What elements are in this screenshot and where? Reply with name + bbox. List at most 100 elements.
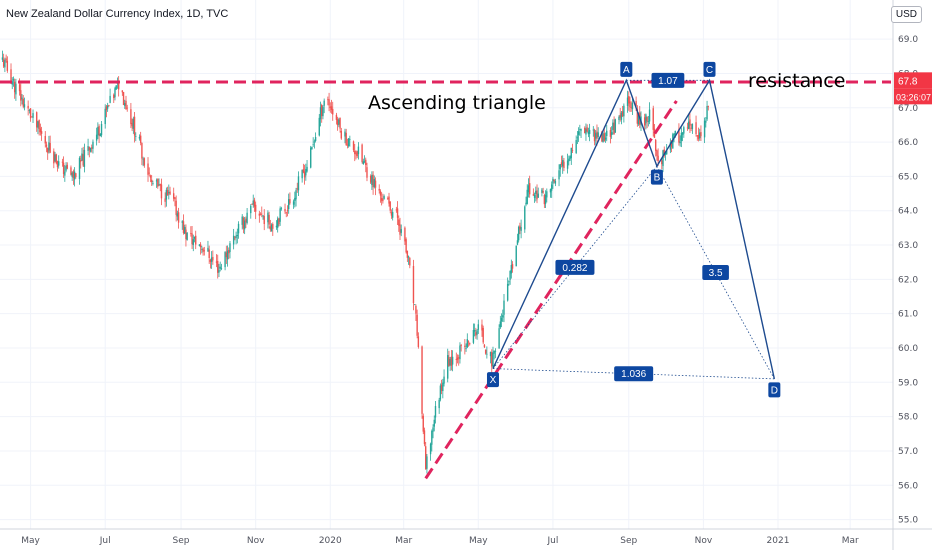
candle-body (520, 227, 522, 231)
point-badge-x (486, 372, 499, 388)
time-axis[interactable]: May Jul Sep Nov 2020 Mar May Jul Sep Nov 2021 Mar (0, 528, 932, 546)
candle-body (621, 111, 624, 117)
candle-body (236, 235, 239, 237)
ratio-label: 3.5 (709, 268, 723, 279)
candle-body (665, 150, 668, 155)
candle-body (296, 188, 298, 190)
candle-body (141, 142, 143, 159)
price-tags: 67.8 03:26:07 (894, 72, 932, 105)
candle-body (6, 60, 9, 71)
candle-body (45, 144, 48, 147)
candle-body (630, 106, 632, 108)
candle-body (610, 132, 613, 135)
candle-body (21, 97, 23, 99)
candle-body (259, 214, 262, 216)
candle-body (508, 281, 510, 283)
candle-body (571, 149, 574, 151)
candle-body (87, 146, 89, 151)
candle-body (614, 119, 617, 133)
candle-body (125, 100, 127, 109)
candle-body (697, 134, 700, 139)
candle-body (378, 188, 380, 191)
x-tick-label: Nov (695, 536, 713, 546)
candle-body (253, 199, 256, 207)
candle-body (558, 170, 560, 180)
y-tick-label: 69.0 (898, 35, 918, 45)
candle-body (412, 265, 415, 304)
candle-body (579, 129, 581, 131)
candle-body (66, 164, 68, 169)
candle-body (286, 209, 289, 211)
candle-body (391, 211, 394, 218)
candle-body (181, 221, 183, 223)
candle-body (318, 117, 320, 136)
candle-body (483, 344, 486, 348)
candle-body (646, 116, 648, 122)
candle-body (72, 171, 75, 178)
y-tick-label: 58.0 (898, 413, 918, 423)
candle-body (328, 99, 330, 106)
candle-body (407, 256, 410, 258)
x-tick-label: Mar (842, 536, 859, 546)
ratio-badge (702, 265, 729, 280)
candle-body (465, 348, 467, 349)
candle-body (429, 443, 432, 455)
candle-body (648, 109, 651, 122)
candle-body (226, 250, 229, 260)
candle-body (473, 330, 476, 332)
candle-body (126, 107, 128, 109)
x-tick-label: 2021 (767, 536, 790, 546)
candle-body (388, 196, 390, 204)
candle-body (689, 119, 691, 126)
candle-body (147, 163, 149, 175)
candle-body (322, 107, 324, 117)
candle-body (406, 250, 409, 258)
y-tick-label: 66.0 (898, 138, 918, 148)
candle-body (707, 105, 709, 107)
candle-body (541, 189, 543, 193)
y-tick-label: 56.0 (898, 481, 918, 491)
candle-body (459, 345, 461, 360)
candle-body (306, 166, 308, 172)
candle-body (207, 247, 209, 252)
candle-body (448, 357, 450, 366)
candle-body (374, 180, 377, 188)
candle-body (157, 178, 159, 187)
candle-body (131, 122, 133, 127)
candle-body (149, 175, 152, 178)
candle-body (612, 122, 614, 130)
currency-button[interactable]: USD (890, 6, 922, 23)
candle-body (193, 236, 196, 239)
candle-body (329, 106, 331, 108)
candle-body (192, 239, 194, 245)
candle-body (235, 235, 237, 238)
candle-body (696, 135, 698, 137)
candle-body (210, 257, 213, 262)
candle-body (662, 150, 664, 167)
price-axis[interactable]: 55.0 56.0 57.0 58.0 59.0 60.0 61.0 62.0 63.0 64.0… (892, 0, 918, 550)
candle-body (15, 83, 17, 95)
candle-body (365, 159, 367, 166)
candle-body (219, 266, 221, 269)
candle-body (647, 121, 650, 122)
candle-body (596, 131, 598, 139)
candle-body (568, 158, 570, 162)
candle-body (11, 81, 13, 85)
candle-body (258, 213, 261, 216)
candle-body (20, 90, 22, 101)
candle-body (482, 327, 484, 343)
candle-body (469, 343, 471, 345)
candle-body (310, 147, 312, 168)
candle-body (517, 226, 520, 241)
candle-body (509, 270, 511, 280)
candle-body (423, 430, 426, 445)
candle-body (117, 81, 120, 90)
candle-body (323, 100, 325, 106)
candle-body (347, 138, 350, 147)
candle-body (148, 172, 150, 174)
candle-body (229, 243, 231, 253)
candle-body (475, 332, 477, 336)
y-tick-label: 67.0 (898, 104, 918, 114)
candle-body (679, 141, 681, 144)
